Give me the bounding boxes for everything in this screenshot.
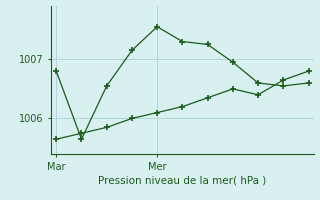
X-axis label: Pression niveau de la mer( hPa ): Pression niveau de la mer( hPa ) [98, 176, 267, 186]
